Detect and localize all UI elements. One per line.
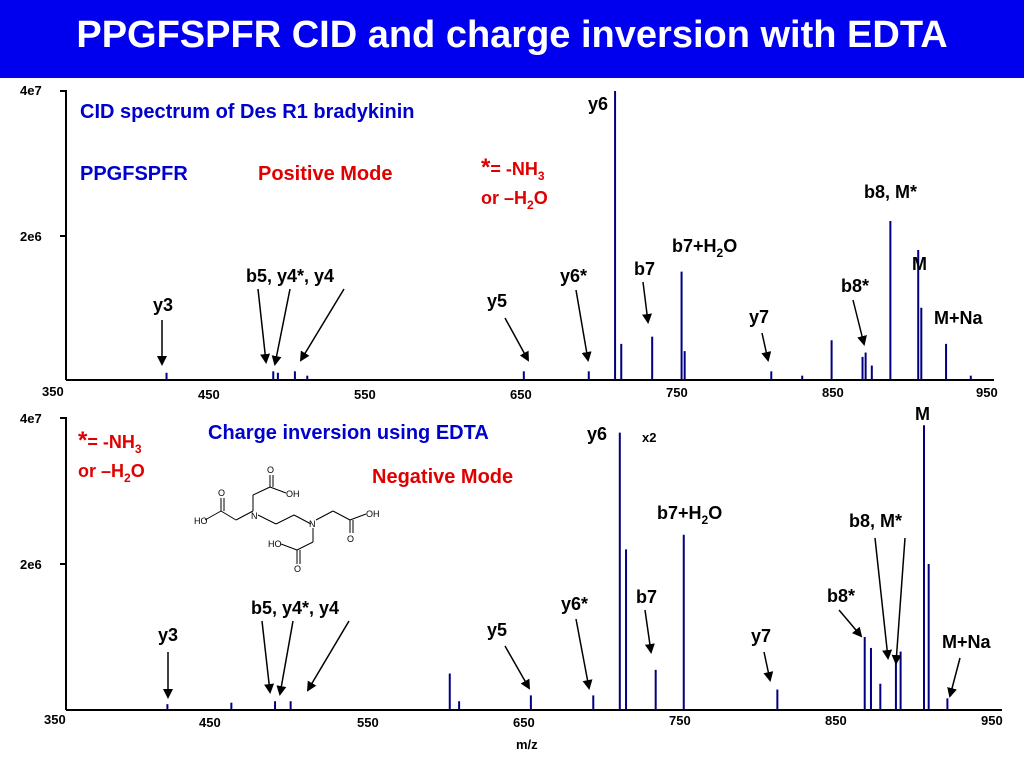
bottom-legend-line2: or –H2O: [78, 461, 145, 485]
top-xtick-label-850: 850: [822, 385, 844, 400]
bottom-label-b8star: b8*: [827, 586, 855, 606]
bottom-arrow-y6star: [575, 618, 593, 690]
bottom-label-m: M: [915, 404, 930, 424]
top-arrow-b8star: [852, 299, 867, 346]
bottom-heading: Charge inversion using EDTA: [208, 422, 489, 444]
top-xtick-label-550: 550: [354, 387, 376, 402]
top-xtick-label-350: 350: [42, 384, 64, 399]
top-label-m: M: [912, 254, 927, 274]
top-label-b5y4: b5, y4*, y4: [246, 266, 334, 286]
bottom-label-y7: y7: [751, 626, 771, 646]
svg-text:O: O: [267, 465, 274, 475]
top-arrow-y5: [504, 317, 529, 362]
svg-text:N: N: [251, 511, 258, 521]
svg-text:N: N: [309, 519, 316, 529]
top-arrow-y4star: [271, 288, 291, 366]
top-ytick-label-2e6: 2e6: [20, 229, 42, 244]
edta-structure: [204, 475, 367, 564]
bottom-label-b7: b7: [636, 587, 657, 607]
bottom-arrow-b8star: [838, 609, 863, 638]
bottom-label-y6: y6: [587, 424, 607, 444]
top-label-y7: y7: [749, 307, 769, 327]
top-peptide-name: PPGFSPFR: [80, 163, 188, 185]
svg-text:O: O: [347, 534, 354, 544]
title-bar: PPGFSPFR CID and charge inversion with E…: [0, 0, 1024, 78]
top-panel: 4e7 2e6 350 450 550 650 750 850 950 CID …: [20, 83, 998, 402]
svg-text:O: O: [294, 564, 301, 574]
top-label-y3: y3: [153, 295, 173, 315]
bottom-arrow-y7: [763, 651, 774, 682]
bottom-legend-line1: *= -NH3: [78, 427, 142, 456]
top-label-y6star: y6*: [560, 266, 587, 286]
svg-text:OH: OH: [366, 509, 380, 519]
bottom-panel: 4e7 2e6 350 450 550 650 750 850 950 m/z …: [20, 404, 1003, 752]
bottom-arrow-y4: [306, 620, 350, 692]
bottom-xtick-label-950: 950: [981, 713, 1003, 728]
svg-text:HO: HO: [268, 539, 282, 549]
top-xtick-label-650: 650: [510, 387, 532, 402]
bottom-label-b5y4: b5, y4*, y4: [251, 598, 339, 618]
bottom-label-b8m: b8, M*: [849, 511, 902, 531]
bottom-label-b7h2o: b7+H2O: [657, 503, 722, 527]
svg-text:OH: OH: [286, 489, 300, 499]
bottom-label-y6star: y6*: [561, 594, 588, 614]
top-ytick-label-4e7: 4e7: [20, 83, 42, 98]
top-arrow-y7: [761, 332, 772, 362]
svg-text:HO: HO: [194, 516, 208, 526]
bottom-label-y5: y5: [487, 620, 507, 640]
top-arrow-b5: [257, 288, 271, 364]
bottom-label-y3: y3: [158, 625, 178, 645]
top-spectrum-series: [165, 91, 972, 380]
bottom-ytick-label-2e6: 2e6: [20, 557, 42, 572]
top-label-b7h2o: b7+H2O: [672, 236, 737, 260]
top-legend-line2: or –H2O: [481, 188, 548, 212]
top-arrow-y6star: [575, 289, 592, 362]
bottom-arrow-y4star: [276, 620, 294, 696]
top-heading: CID spectrum of Des R1 bradykinin: [80, 101, 415, 123]
bottom-arrow-mstar: [891, 537, 906, 665]
top-label-y6: y6: [588, 94, 608, 114]
bottom-label-mna: M+Na: [942, 632, 992, 652]
top-xtick-label-950: 950: [976, 385, 998, 400]
top-xtick-label-750: 750: [666, 385, 688, 400]
top-mode-label: Positive Mode: [258, 163, 392, 185]
bottom-ytick-label-4e7: 4e7: [20, 411, 42, 426]
slide-title: PPGFSPFR CID and charge inversion with E…: [76, 14, 948, 56]
edta-structure-labels: OH O O HO N N OH O HO O: [194, 465, 380, 574]
bottom-scale-note: x2: [642, 430, 656, 445]
top-arrow-b7: [642, 281, 652, 324]
bottom-arrow-mna: [947, 657, 961, 698]
bottom-arrow-b5: [261, 620, 275, 694]
bottom-xtick-label-850: 850: [825, 713, 847, 728]
bottom-arrow-b8: [874, 537, 893, 660]
top-label-b8star: b8*: [841, 276, 869, 296]
x-axis-label: m/z: [516, 737, 538, 752]
bottom-arrow-b7: [644, 609, 655, 654]
bottom-arrow-y5: [504, 645, 530, 690]
top-label-b7: b7: [634, 259, 655, 279]
bottom-xtick-label-650: 650: [513, 715, 535, 730]
bottom-xtick-label-350: 350: [44, 712, 66, 727]
top-label-mna: M+Na: [934, 308, 984, 328]
top-arrow-y4: [299, 288, 345, 362]
bottom-xtick-label-550: 550: [357, 715, 379, 730]
top-xtick-label-450: 450: [198, 387, 220, 402]
bottom-xtick-label-450: 450: [199, 715, 221, 730]
bottom-spectrum-series: [166, 425, 949, 710]
svg-text:O: O: [218, 488, 225, 498]
top-label-y5: y5: [487, 291, 507, 311]
top-legend-line1: *= -NH3: [481, 154, 545, 183]
bottom-xtick-label-750: 750: [669, 713, 691, 728]
bottom-mode-label: Negative Mode: [372, 466, 513, 488]
top-label-b8m: b8, M*: [864, 182, 917, 202]
